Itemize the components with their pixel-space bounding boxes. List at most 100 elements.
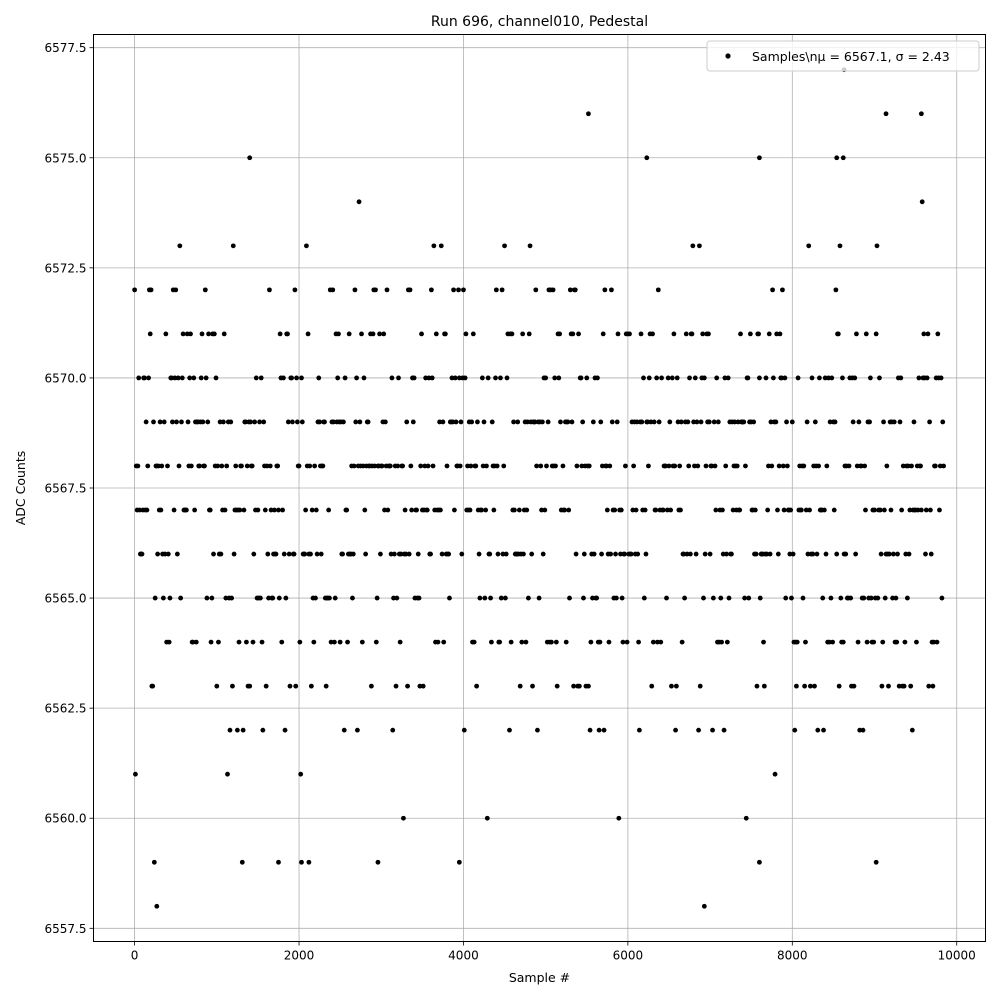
data-point — [382, 419, 388, 425]
data-point — [931, 639, 937, 645]
data-point — [578, 375, 584, 381]
data-point — [479, 375, 485, 381]
data-point — [252, 419, 258, 425]
data-point — [604, 507, 610, 513]
data-point — [355, 727, 360, 733]
data-point — [832, 419, 838, 425]
data-point — [772, 771, 778, 777]
data-point — [836, 683, 842, 689]
data-point — [877, 375, 882, 381]
data-point — [710, 595, 716, 601]
data-point — [211, 331, 217, 337]
data-point — [563, 639, 569, 645]
data-point — [523, 639, 529, 645]
data-point — [701, 903, 707, 909]
data-point — [763, 375, 769, 381]
data-point — [525, 419, 530, 425]
data-point — [628, 551, 634, 557]
data-point — [191, 375, 197, 381]
data-point — [179, 419, 184, 425]
data-point — [875, 595, 881, 601]
data-point — [650, 639, 656, 645]
data-point — [151, 859, 157, 865]
data-point — [908, 683, 914, 689]
data-point — [871, 639, 877, 645]
data-point — [312, 463, 318, 469]
data-point — [277, 331, 283, 337]
data-point — [361, 375, 367, 381]
data-point — [294, 419, 300, 425]
data-point — [388, 551, 394, 557]
data-point — [166, 639, 172, 645]
data-point — [938, 375, 944, 381]
data-point — [341, 419, 346, 425]
data-point — [526, 595, 531, 601]
data-point — [387, 463, 393, 469]
data-point — [293, 683, 299, 689]
data-point — [789, 595, 794, 601]
data-point — [828, 595, 834, 601]
data-point — [587, 727, 593, 733]
data-point — [337, 639, 343, 645]
data-point — [396, 375, 401, 381]
data-point — [886, 551, 892, 557]
data-point — [262, 507, 268, 513]
data-point — [806, 243, 812, 249]
data-point — [509, 331, 515, 337]
data-point — [795, 375, 801, 381]
data-point — [359, 639, 365, 645]
data-point — [263, 683, 269, 689]
data-point — [635, 551, 641, 557]
data-point — [167, 595, 173, 601]
data-point — [609, 419, 615, 425]
data-point — [423, 375, 429, 381]
data-point — [530, 683, 535, 689]
data-point — [373, 287, 378, 293]
data-point — [322, 419, 327, 425]
data-point — [925, 331, 931, 337]
data-point — [726, 595, 732, 601]
data-point — [935, 331, 941, 337]
data-point — [291, 551, 297, 557]
data-point — [932, 463, 938, 469]
data-point — [570, 331, 576, 337]
data-point — [667, 419, 673, 425]
data-point — [746, 595, 752, 601]
data-point — [673, 727, 678, 733]
data-point — [734, 463, 740, 469]
data-point — [462, 375, 468, 381]
data-point — [840, 639, 846, 645]
data-point — [407, 287, 413, 293]
data-point — [566, 507, 572, 513]
data-point — [482, 595, 488, 601]
y-tick-label: 6560.0 — [45, 812, 87, 826]
data-point — [900, 463, 906, 469]
data-point — [599, 463, 605, 469]
data-point — [757, 595, 763, 601]
y-tick-label: 6562.5 — [45, 702, 87, 716]
data-point — [456, 375, 462, 381]
x-tick-label: 2000 — [284, 949, 315, 963]
data-point — [273, 551, 279, 557]
data-point — [137, 507, 142, 513]
data-point — [614, 419, 620, 425]
data-point — [588, 639, 594, 645]
data-point — [314, 551, 320, 557]
data-point — [687, 375, 692, 381]
data-point — [511, 419, 516, 425]
data-point — [497, 639, 503, 645]
data-point — [144, 507, 150, 513]
data-point — [390, 727, 396, 733]
data-point — [752, 507, 758, 513]
legend-box — [706, 40, 980, 72]
data-point — [438, 507, 443, 513]
data-point — [316, 375, 322, 381]
data-point — [499, 287, 505, 293]
data-point — [700, 331, 706, 337]
data-point — [265, 551, 271, 557]
data-point — [567, 595, 572, 601]
data-point — [480, 463, 486, 469]
data-point — [475, 419, 480, 425]
data-point — [441, 639, 447, 645]
data-point — [694, 419, 700, 425]
